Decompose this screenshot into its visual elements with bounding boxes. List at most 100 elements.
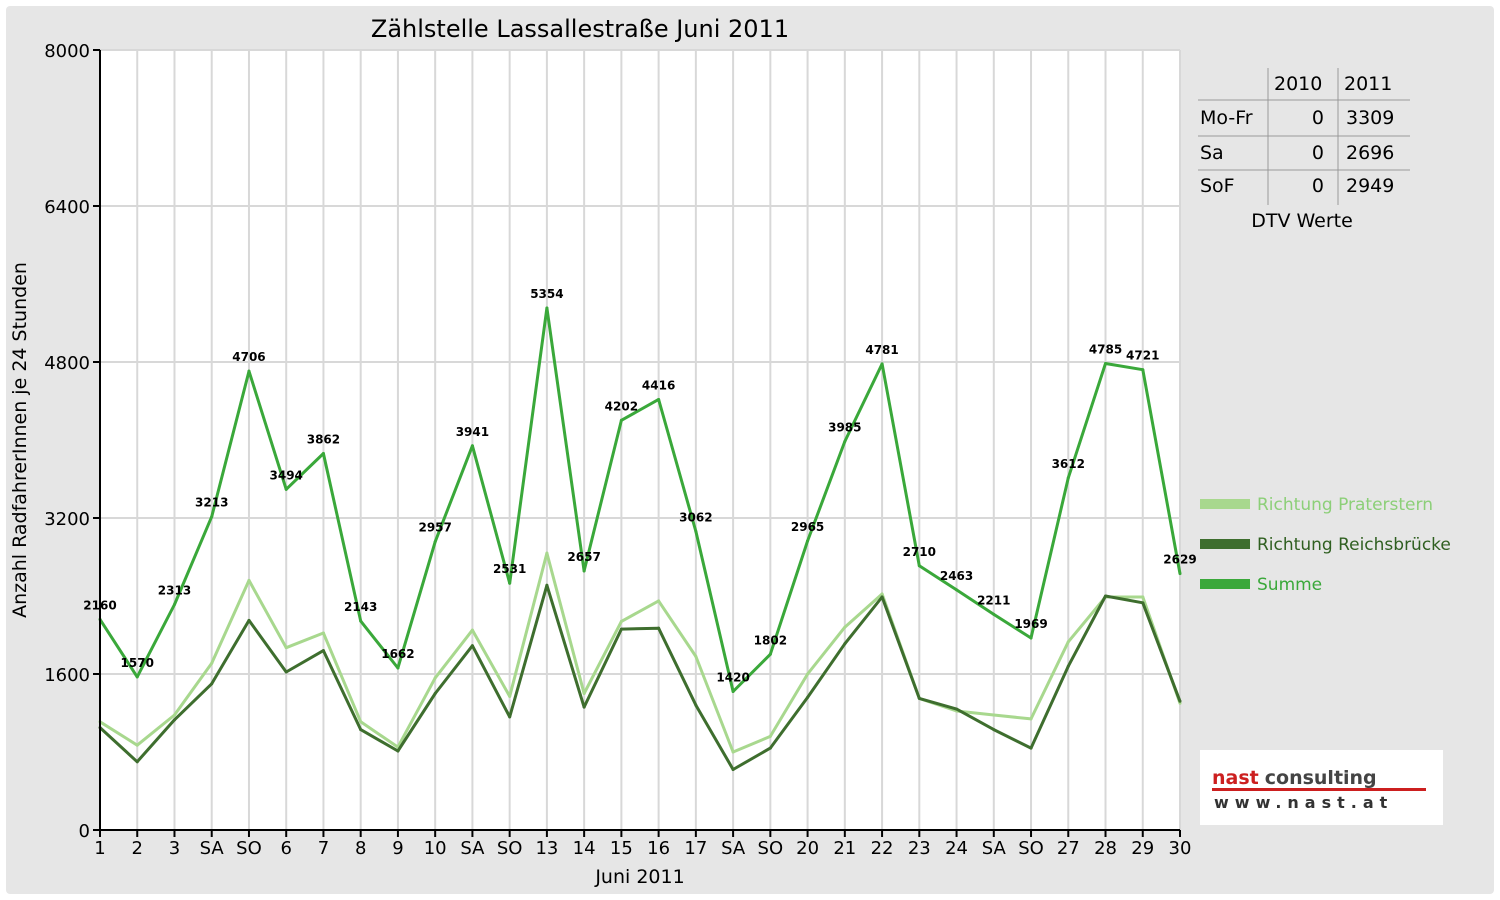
data-label: 2463 <box>940 569 973 583</box>
data-point <box>843 625 847 629</box>
data-label: 1969 <box>1014 617 1047 631</box>
data-point <box>880 595 884 599</box>
data-point <box>768 746 772 750</box>
data-point <box>135 743 139 747</box>
data-point <box>1066 640 1070 644</box>
dtv-header-2010: 2010 <box>1274 73 1322 95</box>
data-point <box>768 734 772 738</box>
data-point <box>247 369 251 373</box>
data-point <box>210 661 214 665</box>
data-point <box>694 703 698 707</box>
data-point <box>1104 594 1108 598</box>
data-point <box>321 649 325 653</box>
data-label: 5354 <box>530 287 563 301</box>
data-label: 4416 <box>642 378 675 392</box>
data-point <box>1066 476 1070 480</box>
x-tick-label: SA <box>982 838 1007 859</box>
data-point <box>545 306 549 310</box>
data-point <box>1029 717 1033 721</box>
data-label: 4721 <box>1126 349 1159 363</box>
x-tick-label: 30 <box>1169 838 1192 859</box>
data-label: 2657 <box>567 550 600 564</box>
legend-swatch <box>1200 539 1250 549</box>
data-label: 4785 <box>1089 342 1122 356</box>
dtv-cell: 0 <box>1312 175 1324 197</box>
data-point <box>1178 572 1182 576</box>
data-point <box>284 487 288 491</box>
dtv-header-2011: 2011 <box>1344 73 1392 95</box>
data-label: 4202 <box>605 399 638 413</box>
x-tick-label: 2 <box>132 838 143 859</box>
data-point <box>992 713 996 717</box>
data-label: 3062 <box>679 510 712 524</box>
x-tick-label: 24 <box>945 838 968 859</box>
x-tick-label: 8 <box>355 838 366 859</box>
data-point <box>210 682 214 686</box>
x-tick-label: 15 <box>610 838 633 859</box>
data-point <box>619 418 623 422</box>
data-label: 1802 <box>754 633 787 647</box>
data-point <box>731 690 735 694</box>
data-point <box>582 705 586 709</box>
y-tick-label: 3200 <box>44 509 90 530</box>
dtv-row-label: Sa <box>1200 142 1224 164</box>
dtv-cell: 3309 <box>1346 107 1394 129</box>
x-tick-label: 3 <box>169 838 180 859</box>
data-point <box>284 670 288 674</box>
data-point <box>396 749 400 753</box>
data-point <box>731 750 735 754</box>
data-point <box>396 666 400 670</box>
data-point <box>582 569 586 573</box>
data-point <box>917 696 921 700</box>
data-point <box>619 627 623 631</box>
data-point <box>172 602 176 606</box>
x-tick-label: 17 <box>684 838 707 859</box>
data-point <box>470 628 474 632</box>
data-label: 4781 <box>865 343 898 357</box>
data-point <box>247 618 251 622</box>
plot-area <box>100 50 1180 830</box>
series-lines <box>98 306 1182 772</box>
data-point <box>284 646 288 650</box>
chart-title: Zählstelle Lassallestraße Juni 2011 <box>371 15 789 43</box>
data-point <box>731 768 735 772</box>
data-label: 4706 <box>232 350 265 364</box>
dtv-cell: 0 <box>1312 107 1324 129</box>
data-point <box>1029 746 1033 750</box>
legend-label: Richtung Reichsbrücke <box>1257 535 1451 555</box>
data-point <box>359 720 363 724</box>
data-point <box>657 599 661 603</box>
data-point <box>172 718 176 722</box>
y-axis-label: Anzahl RadfahrerInnen je 24 Stunden <box>9 262 31 618</box>
data-point <box>694 654 698 658</box>
x-tick-label: SO <box>758 838 784 859</box>
data-point <box>172 713 176 717</box>
x-tick-label: 7 <box>318 838 329 859</box>
data-point <box>210 515 214 519</box>
data-point <box>619 619 623 623</box>
data-point <box>768 652 772 656</box>
data-label: 3862 <box>307 432 340 446</box>
data-label: 2957 <box>418 521 451 535</box>
series-line-3 <box>98 306 1182 693</box>
data-label: 2211 <box>977 593 1010 607</box>
x-tick-label: SO <box>236 838 262 859</box>
x-tick-label: 14 <box>573 838 596 859</box>
y-tick-label: 1600 <box>44 665 90 686</box>
x-tick-label: 28 <box>1094 838 1117 859</box>
data-point <box>955 588 959 592</box>
grid <box>100 49 1181 831</box>
x-tick-label: SO <box>1018 838 1044 859</box>
data-point <box>1104 361 1108 365</box>
data-point <box>880 592 884 596</box>
data-label: 2629 <box>1163 553 1196 567</box>
data-label: 2313 <box>158 583 191 597</box>
data-point <box>359 728 363 732</box>
x-tick-label: 21 <box>833 838 856 859</box>
data-labels: 2160 1570 2313 3213 4706 3494 3862 2143 1662 2957… <box>83 287 1196 685</box>
data-point <box>806 695 810 699</box>
data-label: 2160 <box>83 598 116 612</box>
